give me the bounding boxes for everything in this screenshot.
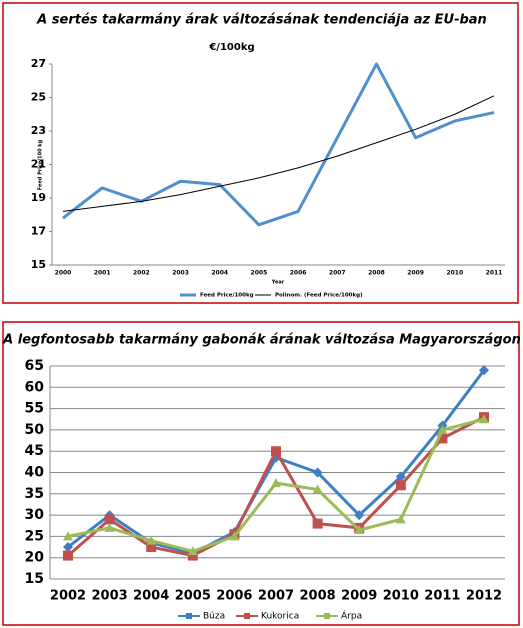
y-tick-label: 60 xyxy=(25,379,45,395)
data-point xyxy=(63,542,73,553)
y-tick-label: 50 xyxy=(25,422,45,438)
x-tick-label: 2000 xyxy=(55,270,72,277)
data-point xyxy=(354,510,365,521)
legend-label: Búza xyxy=(203,612,225,622)
x-tick-label: 2003 xyxy=(172,270,189,277)
x-tick-label: 2007 xyxy=(258,589,294,604)
data-point xyxy=(395,480,406,491)
x-tick-label: 2010 xyxy=(446,270,463,277)
x-tick-label: 2011 xyxy=(486,270,503,277)
data-point xyxy=(437,424,448,434)
y-tick-label: 55 xyxy=(25,401,44,417)
x-tick-label: 2005 xyxy=(251,270,268,277)
x-tick-label: 2012 xyxy=(466,589,502,604)
data-point xyxy=(104,522,115,532)
data-point xyxy=(354,525,365,535)
data-point xyxy=(271,446,281,457)
y-axis-label: Feed Price/100 kg xyxy=(38,139,44,190)
y-tick-label: 17 xyxy=(31,225,46,238)
y-tick-label: 35 xyxy=(25,486,44,502)
y-tick-label: 25 xyxy=(31,91,46,104)
y-tick-label: 20 xyxy=(25,550,45,566)
chart-frame xyxy=(2,2,519,304)
x-tick-label: 2009 xyxy=(407,270,424,277)
x-axis-label: Year xyxy=(271,280,285,286)
x-tick-label: 2009 xyxy=(341,589,377,604)
chart-frame xyxy=(2,321,520,626)
x-tick-label: 2004 xyxy=(211,270,228,277)
data-point xyxy=(312,518,323,529)
data-point xyxy=(479,365,489,376)
y-tick-label: 19 xyxy=(31,191,46,204)
legend-label: Árpa xyxy=(341,610,362,622)
data-point xyxy=(312,484,323,494)
data-point xyxy=(395,471,406,482)
data-point xyxy=(312,467,323,478)
data-point xyxy=(63,531,73,541)
legend-label: Feed Price/100kg xyxy=(200,293,254,299)
x-tick-label: 2006 xyxy=(290,270,307,277)
y-tick-label: 23 xyxy=(31,124,46,137)
x-tick-label: 2008 xyxy=(300,589,336,604)
y-tick-label: 65 xyxy=(25,358,44,374)
y-tick-label: 21 xyxy=(31,158,46,171)
legend-marker xyxy=(244,613,250,619)
x-tick-label: 2008 xyxy=(368,270,385,277)
y-tick-label: 25 xyxy=(25,528,44,544)
x-tick-label: 2002 xyxy=(133,270,150,277)
data-point xyxy=(271,478,281,488)
x-tick-label: 2011 xyxy=(424,589,460,604)
data-point xyxy=(395,514,406,524)
y-tick-label: 15 xyxy=(31,258,46,271)
chart-title: A legfontosabb takarmány gabonák árának … xyxy=(2,333,521,348)
x-tick-label: 2007 xyxy=(329,270,346,277)
data-point xyxy=(479,414,489,424)
x-tick-label: 2002 xyxy=(50,589,86,604)
y-tick-label: 15 xyxy=(25,571,44,587)
y-tick-label: 30 xyxy=(25,507,45,523)
legend-marker xyxy=(324,613,330,619)
x-tick-label: 2001 xyxy=(94,270,111,277)
series-line xyxy=(62,95,495,212)
x-tick-label: 2005 xyxy=(175,589,211,604)
x-tick-label: 2003 xyxy=(92,589,128,604)
data-point xyxy=(229,531,240,541)
legend-marker xyxy=(186,613,192,619)
data-point xyxy=(146,535,157,545)
legend-label: Kukorica xyxy=(261,612,299,622)
chart-title: A sertés takarmány árak változásának ten… xyxy=(36,13,487,28)
data-point xyxy=(187,546,198,556)
x-tick-label: 2006 xyxy=(216,589,252,604)
x-tick-label: 2010 xyxy=(383,589,419,604)
chart-subtitle: €/100kg xyxy=(208,42,254,53)
data-point xyxy=(104,514,115,525)
legend-label: Polinom. (Feed Price/100kg) xyxy=(275,293,363,299)
x-tick-label: 2004 xyxy=(133,589,169,604)
y-tick-label: 45 xyxy=(25,443,44,459)
data-point xyxy=(63,550,73,561)
y-tick-label: 40 xyxy=(25,465,45,481)
series-line xyxy=(62,62,495,227)
y-tick-label: 27 xyxy=(31,57,46,70)
